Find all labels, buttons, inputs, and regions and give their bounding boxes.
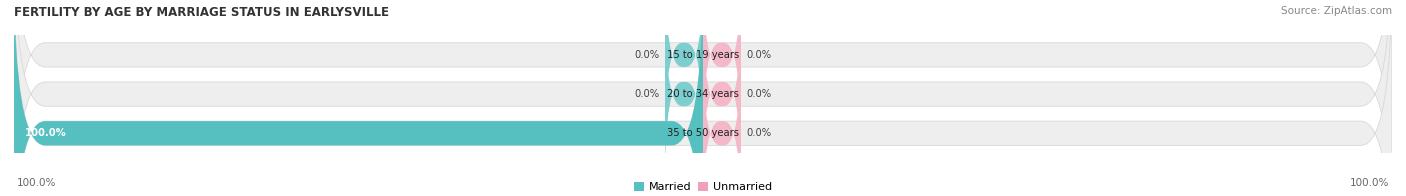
Text: 20 to 34 years: 20 to 34 years: [666, 89, 740, 99]
Text: 100.0%: 100.0%: [17, 178, 56, 188]
FancyBboxPatch shape: [14, 0, 1392, 196]
FancyBboxPatch shape: [665, 8, 703, 180]
Text: 0.0%: 0.0%: [634, 50, 659, 60]
Text: 35 to 50 years: 35 to 50 years: [666, 128, 740, 138]
Text: 0.0%: 0.0%: [634, 89, 659, 99]
Text: Source: ZipAtlas.com: Source: ZipAtlas.com: [1281, 6, 1392, 16]
FancyBboxPatch shape: [703, 47, 741, 196]
Legend: Married, Unmarried: Married, Unmarried: [634, 181, 772, 192]
FancyBboxPatch shape: [703, 0, 741, 141]
FancyBboxPatch shape: [14, 0, 1392, 196]
Text: 15 to 19 years: 15 to 19 years: [666, 50, 740, 60]
FancyBboxPatch shape: [665, 0, 703, 141]
Text: 0.0%: 0.0%: [747, 50, 772, 60]
Text: FERTILITY BY AGE BY MARRIAGE STATUS IN EARLYSVILLE: FERTILITY BY AGE BY MARRIAGE STATUS IN E…: [14, 6, 389, 19]
Text: 0.0%: 0.0%: [747, 128, 772, 138]
Text: 100.0%: 100.0%: [24, 128, 66, 138]
Text: 0.0%: 0.0%: [747, 89, 772, 99]
FancyBboxPatch shape: [14, 0, 1392, 196]
FancyBboxPatch shape: [14, 0, 703, 196]
Text: 100.0%: 100.0%: [1350, 178, 1389, 188]
FancyBboxPatch shape: [703, 8, 741, 180]
